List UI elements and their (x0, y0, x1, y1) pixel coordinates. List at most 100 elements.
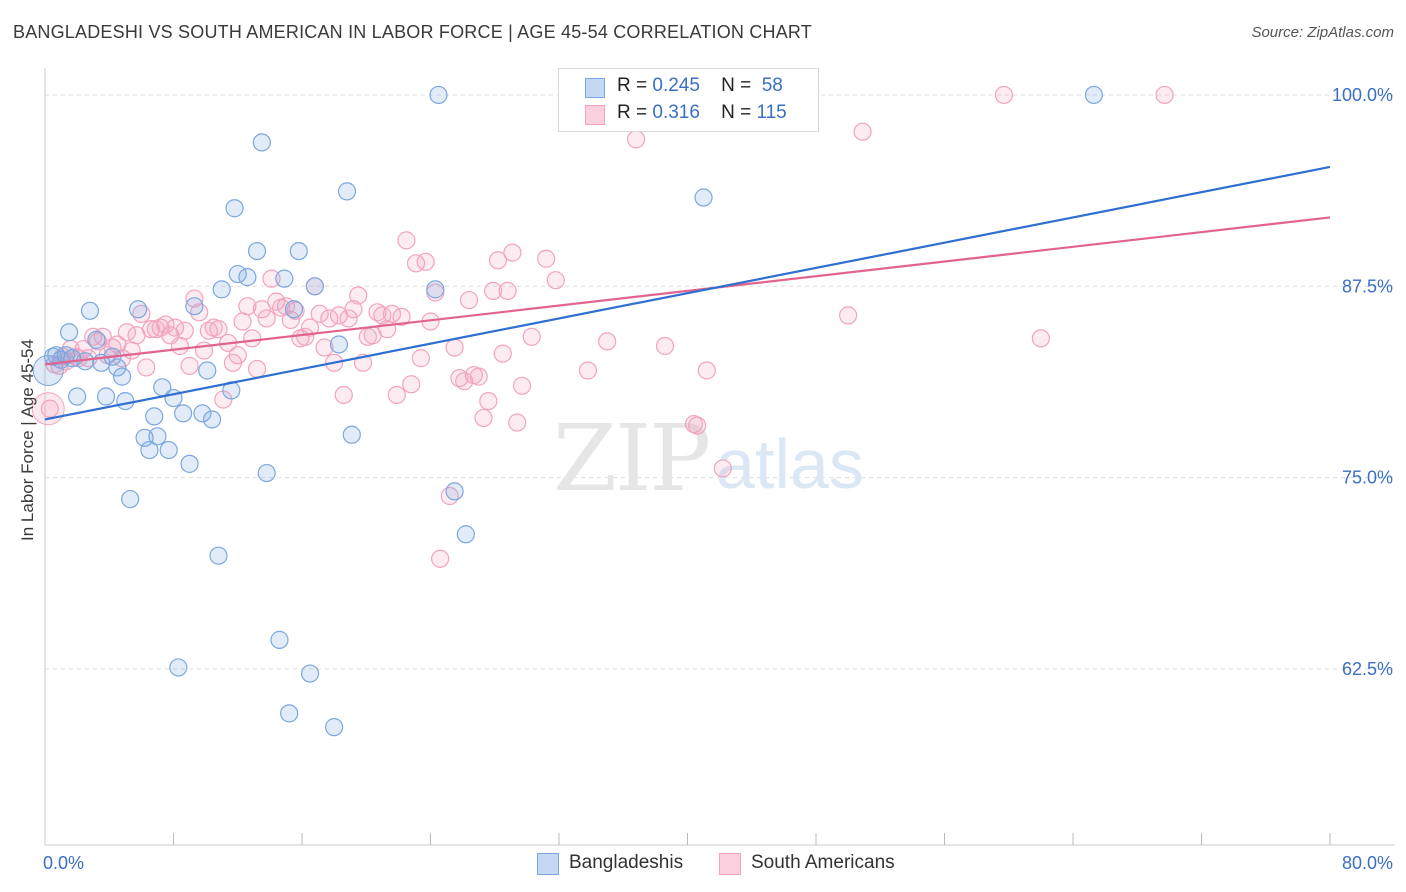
bangladeshis-point (445, 482, 464, 501)
south-americans-point (300, 318, 320, 337)
bottom-legend-swatch-pink (719, 853, 741, 875)
x-tick-label: 0.0% (43, 853, 84, 873)
bangladeshis-point (225, 199, 244, 218)
bangladeshis-point (694, 188, 713, 207)
south-americans-point (315, 338, 334, 357)
south-americans-point (262, 269, 281, 288)
x-tick-label: 80.0% (1342, 853, 1393, 873)
bangladeshis-point (68, 387, 87, 406)
bangladeshis-point (140, 440, 159, 460)
bangladeshis-point (198, 361, 217, 380)
bangladeshis-point (202, 410, 222, 429)
bangladeshis-trend-line (44, 165, 1331, 421)
south-americans-point (994, 85, 1014, 105)
south-americans-point (1031, 329, 1050, 348)
south-americans-point (839, 306, 858, 325)
bangladeshis-point (1084, 85, 1103, 105)
bangladeshis-point (257, 463, 276, 483)
south-americans-point (392, 307, 411, 327)
south-americans-point (474, 408, 493, 428)
south-americans-point (170, 336, 190, 356)
south-americans-point (334, 385, 353, 405)
south-americans-point (238, 297, 257, 316)
bangladeshis-point (289, 241, 308, 261)
south-americans-trend-line (44, 216, 1331, 366)
y-tick-label: 75.0% (1342, 468, 1393, 488)
bangladeshis-point (159, 440, 178, 460)
y-axis-title: In Labor Force | Age 45-54 (18, 339, 37, 541)
south-americans-point (853, 122, 872, 141)
y-tick-label: 100.0% (1332, 85, 1393, 105)
watermark-zip: ZIP (553, 405, 709, 512)
south-americans-point (431, 549, 450, 568)
south-americans-point (1155, 85, 1174, 105)
legend-r-label: R = (617, 75, 648, 96)
south-americans-point (296, 327, 315, 346)
bangladeshis-point (121, 489, 140, 509)
bangladeshis-point (96, 387, 116, 406)
south-americans-point (503, 243, 522, 262)
south-americans-point (598, 332, 617, 351)
south-americans-point (40, 399, 59, 418)
south-americans-point (180, 356, 199, 375)
bottom-legend-swatch-blue (537, 853, 559, 875)
bangladeshis-point (270, 630, 289, 649)
south-americans-point (122, 341, 141, 360)
south-americans-point (455, 372, 474, 391)
south-americans-point (247, 359, 267, 379)
south-americans-point (411, 349, 430, 368)
south-americans-point (233, 312, 252, 331)
south-americans-point (713, 459, 732, 478)
bangladeshis-point (284, 300, 304, 319)
bangladeshis-point (145, 407, 164, 426)
bangladeshis-point (169, 658, 188, 677)
bangladeshis-point (209, 546, 228, 565)
south-americans-point (281, 310, 300, 330)
bangladeshis-point (305, 277, 324, 296)
bangladeshis-point (80, 301, 100, 320)
south-americans-point (252, 300, 271, 319)
south-americans-point (688, 416, 707, 435)
legend-swatch-blue (585, 78, 605, 98)
south-americans-point (445, 338, 464, 357)
stats-legend: R = 0.245 N = 58 R = 0.316 N = 115 (558, 68, 819, 132)
south-americans-point (508, 413, 527, 432)
bangladeshis-point (275, 269, 294, 288)
y-tick-label: 62.5% (1342, 659, 1393, 679)
bangladeshis-point (247, 241, 267, 261)
south-americans-point (469, 367, 488, 386)
bangladeshis-point (116, 391, 135, 411)
axes (44, 68, 1395, 846)
south-americans-point (228, 346, 247, 365)
bangladeshis-point (252, 133, 271, 152)
watermark: ZIP atlas (553, 405, 864, 512)
legend-r-value: 0.316 (652, 102, 700, 123)
legend-r-label: R = (617, 102, 648, 123)
south-americans-point (402, 375, 421, 394)
legend-r-value: 0.245 (652, 75, 700, 96)
south-americans-point (450, 369, 469, 388)
south-americans-point (522, 327, 541, 346)
legend-swatch-pink (585, 105, 605, 125)
south-americans-point (185, 289, 204, 308)
bangladeshis-point (280, 704, 299, 723)
bangladeshis-point (112, 367, 132, 386)
bangladeshis-point (342, 425, 361, 444)
bangladeshis-point (238, 268, 257, 287)
legend-n-value: 115 (756, 102, 787, 123)
south-americans-points (31, 85, 1174, 568)
south-americans-point (243, 329, 262, 348)
bangladeshis-point (180, 454, 199, 473)
south-americans-point (479, 391, 498, 411)
south-americans-point (459, 290, 479, 310)
gridlines (45, 94, 1395, 670)
bangladeshis-point (108, 358, 127, 377)
bottom-legend-label: South Americans (751, 852, 895, 873)
south-americans-point (387, 385, 406, 405)
bangladeshis-point (212, 280, 231, 299)
south-americans-point (151, 318, 170, 337)
south-americans-point (537, 249, 556, 268)
y-axis-title-wrap: In Labor Force | Age 45-54 (18, 300, 38, 580)
bangladeshis-point (185, 297, 204, 316)
